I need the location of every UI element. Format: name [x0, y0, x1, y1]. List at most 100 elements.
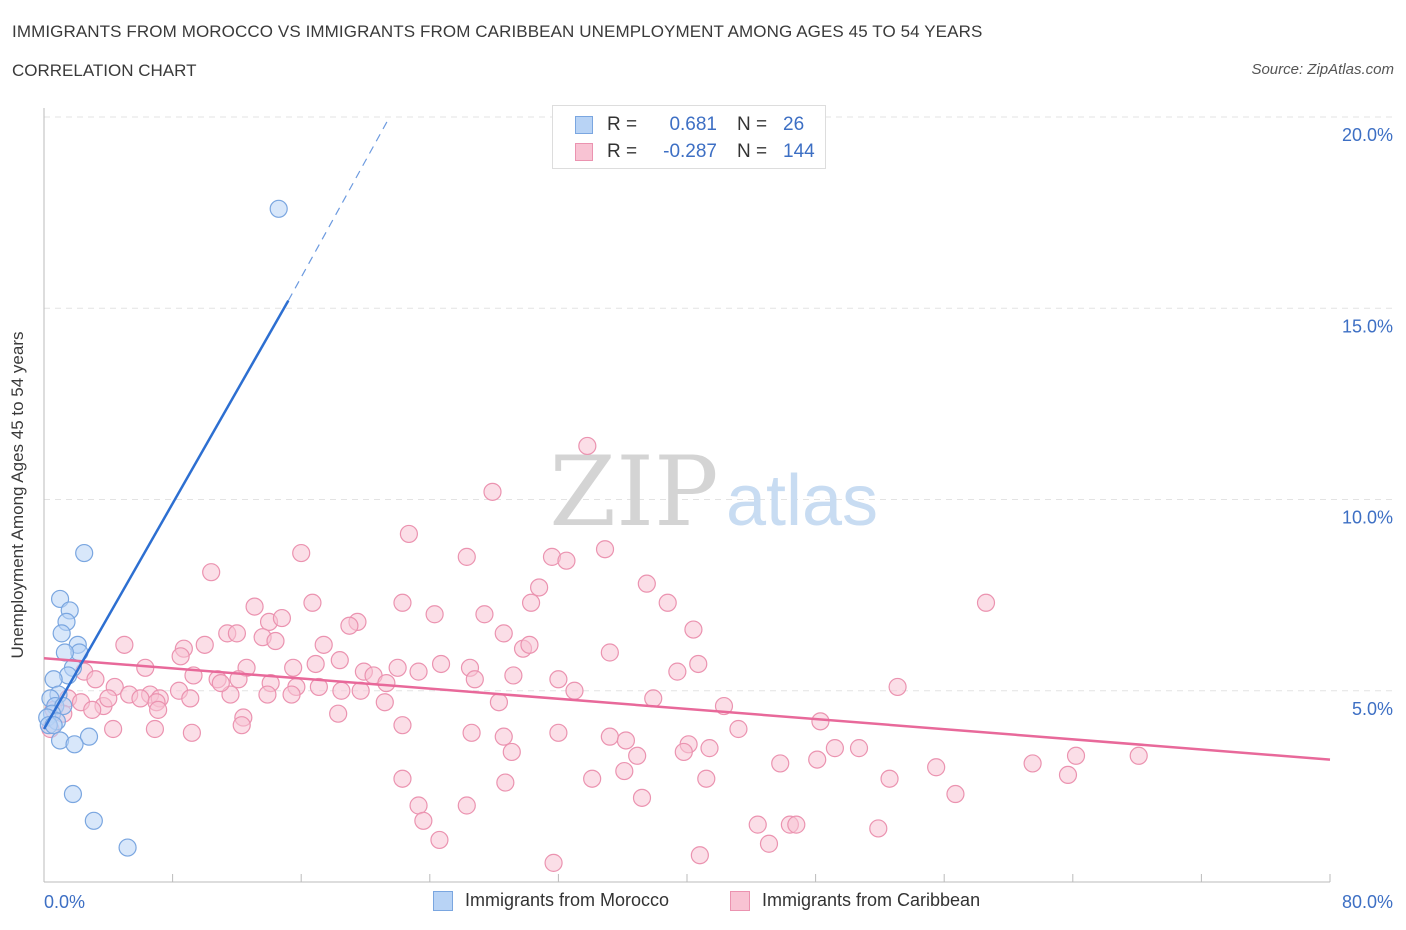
morocco-point [65, 735, 84, 754]
caribbean-point [258, 685, 277, 704]
caribbean-point [211, 673, 230, 693]
caribbean-point [227, 624, 246, 643]
chart-subtitle: CORRELATION CHART [12, 61, 197, 80]
series-legend: Immigrants from Morocco Immigrants from … [0, 890, 1406, 916]
caribbean-point [496, 773, 515, 792]
caribbean-point [309, 677, 328, 697]
series-legend-caribbean[interactable]: Immigrants from Caribbean [730, 890, 980, 911]
caribbean-point [658, 593, 677, 612]
caribbean-point [888, 677, 907, 697]
morocco-point [118, 838, 137, 857]
trend-lines [42, 116, 1331, 761]
morocco-trend-extension [287, 116, 391, 301]
series-label-caribbean: Immigrants from Caribbean [762, 890, 981, 910]
stats-legend: R = 0.681 N = 26 R = -0.287 N = 144 [552, 105, 826, 169]
caribbean-point [748, 815, 767, 834]
morocco-point [79, 727, 99, 746]
legend-r-value-morocco: 0.681 [669, 114, 717, 135]
y-tick-label: 15.0% [1342, 316, 1393, 336]
caribbean-point [927, 758, 946, 777]
caribbean-point [557, 551, 576, 570]
caribbean-point [595, 540, 615, 559]
caribbean-point [409, 796, 428, 815]
caribbean-point [637, 574, 656, 593]
caribbean-point [690, 846, 709, 865]
caribbean-point [475, 605, 494, 624]
morocco-point [269, 199, 288, 218]
watermark-atlas: atlas [726, 461, 878, 541]
legend-row-caribbean: R = -0.287 N = 144 [575, 140, 815, 164]
caribbean-point [99, 689, 118, 708]
caribbean-point [431, 654, 451, 674]
axes [43, 108, 1331, 883]
legend-r-label: R = [607, 141, 638, 162]
series-label-morocco: Immigrants from Morocco [465, 890, 670, 910]
caribbean-point [759, 834, 779, 853]
caribbean-point [697, 769, 716, 788]
series-legend-morocco[interactable]: Immigrants from Morocco [433, 890, 669, 911]
caribbean-point [83, 700, 102, 719]
morocco-points [38, 199, 288, 857]
caribbean-point [880, 769, 899, 788]
caribbean-point [849, 739, 869, 758]
caribbean-point [565, 681, 584, 700]
caribbean-point [195, 635, 214, 654]
caribbean-point [600, 643, 619, 662]
caribbean-point [393, 769, 412, 788]
x-tick-label: 80.0% [1342, 892, 1393, 912]
caribbean-point [787, 815, 806, 834]
caribbean-point [1066, 746, 1086, 765]
caribbean-point [600, 727, 619, 746]
caribbean-point [393, 716, 412, 735]
morocco-point [63, 784, 83, 804]
caribbean-point [462, 723, 481, 742]
legend-n-label: N = [737, 114, 768, 135]
caribbean-point [282, 685, 301, 704]
y-tick-label: 10.0% [1342, 508, 1393, 528]
caribbean-point [377, 673, 396, 693]
caribbean-point [330, 651, 349, 670]
y-axis-label: Unemployment Among Ages 45 to 54 years [8, 331, 27, 659]
caribbean-point [145, 719, 165, 739]
caribbean-point [976, 593, 996, 612]
caribbean-point [689, 654, 708, 674]
caribbean-point [149, 700, 168, 719]
chart-title: IMMIGRANTS FROM MOROCCO VS IMMIGRANTS FR… [12, 22, 983, 41]
caribbean-trend-line [43, 656, 1331, 761]
caribbean-point [425, 605, 444, 624]
caribbean-point [457, 796, 476, 815]
caribbean-point [530, 578, 549, 597]
caribbean-point [414, 811, 433, 830]
caribbean-point [388, 658, 407, 677]
caribbean-point [202, 563, 221, 582]
caribbean-point [684, 620, 703, 639]
caribbean-point [245, 597, 264, 616]
caribbean-point [494, 727, 513, 746]
legend-swatch-morocco [575, 116, 593, 134]
caribbean-point [946, 784, 965, 804]
legend-row-morocco: R = 0.681 N = 26 [575, 113, 804, 137]
caribbean-point [340, 616, 359, 635]
watermark: ZIP atlas [549, 436, 878, 548]
caribbean-point [232, 716, 251, 735]
caribbean-point [1023, 754, 1042, 773]
caribbean-point [306, 654, 325, 674]
caribbean-point [266, 631, 285, 651]
morocco-trend-line [42, 299, 290, 730]
caribbean-point [332, 681, 351, 700]
caribbean-point [771, 754, 790, 773]
caribbean-point [632, 788, 652, 807]
caribbean-point [729, 719, 748, 739]
caribbean-point [375, 693, 394, 712]
series-swatch-morocco [433, 890, 453, 911]
caribbean-point [399, 524, 419, 544]
caribbean-point [544, 853, 563, 872]
caribbean-point [292, 543, 311, 563]
caribbean-point [465, 670, 484, 689]
caribbean-point [521, 593, 541, 612]
legend-n-value-caribbean: 144 [783, 141, 815, 162]
caribbean-point [674, 742, 693, 762]
caribbean-point [615, 761, 634, 781]
caribbean-point [489, 693, 509, 712]
